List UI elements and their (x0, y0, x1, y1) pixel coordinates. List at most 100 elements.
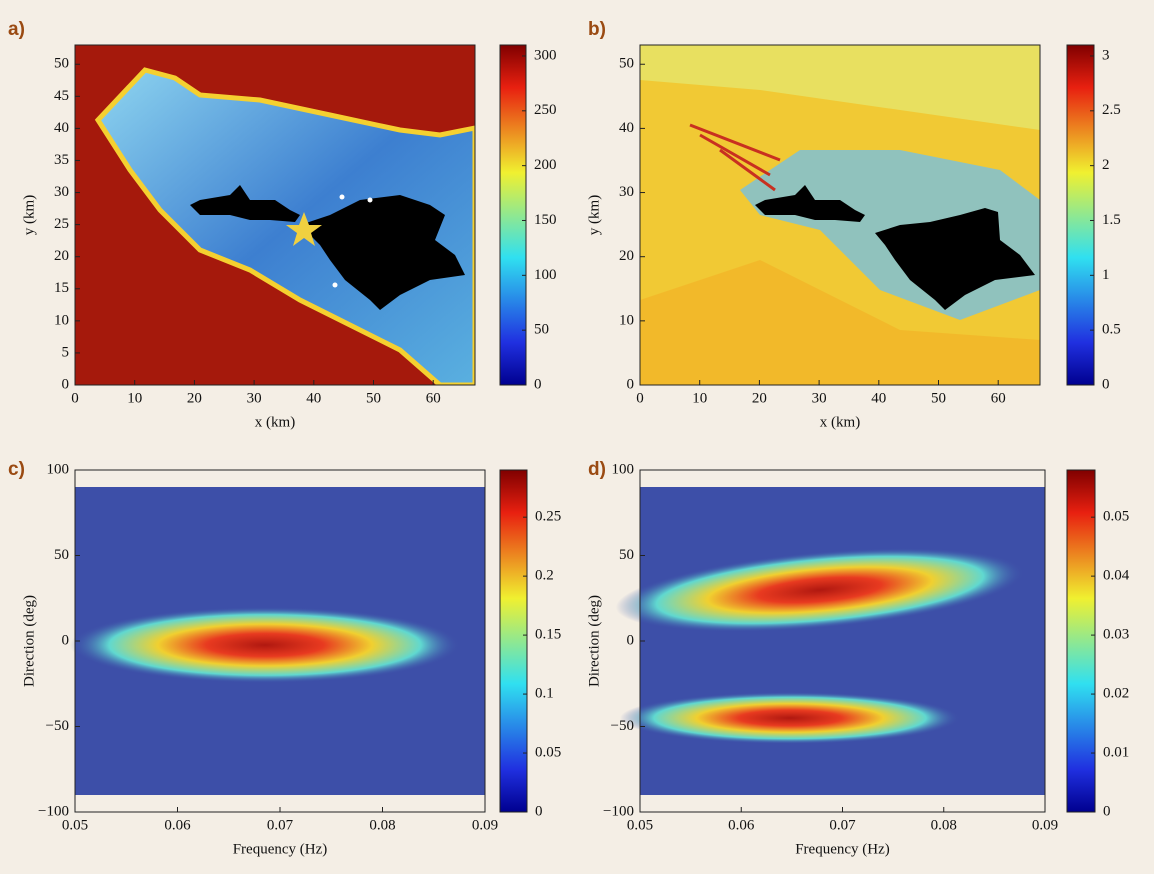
y-tick-label: 100 (47, 461, 70, 477)
x-tick-label: 40 (871, 390, 886, 406)
x-tick-label: 0.06 (164, 817, 191, 833)
colorbar-tick-label: 0.5 (1102, 322, 1121, 338)
colorbar-tick-label: 2.5 (1102, 102, 1121, 118)
x-tick-label: 30 (812, 390, 827, 406)
colorbar-tick-label: 0 (1102, 376, 1110, 392)
colorbar-tick-label: 1.5 (1102, 212, 1121, 228)
x-tick-label: 0.05 (627, 817, 653, 833)
x-tick-label: 0 (636, 390, 644, 406)
colorbar-tick-label: 3 (1102, 47, 1110, 63)
x-tick-label: 10 (692, 390, 707, 406)
colorbar-tick-label: 0.1 (535, 686, 554, 702)
x-tick-label: 50 (366, 390, 381, 406)
y-axis-label: y (km) (21, 195, 37, 235)
colorbar-tick-label: 0 (534, 376, 542, 392)
y-tick-label: 30 (619, 184, 634, 200)
x-tick-label: 30 (247, 390, 262, 406)
x-tick-label: 0.08 (931, 817, 957, 833)
colorbar-tick-label: 0.15 (535, 627, 561, 643)
x-tick-label: 0.09 (472, 817, 498, 833)
y-tick-label: 35 (54, 152, 69, 168)
colorbar-tick-label: 1 (1102, 267, 1110, 283)
y-tick-label: 40 (619, 120, 634, 136)
x-axis-label: x (km) (255, 414, 295, 430)
y-tick-label: −100 (38, 803, 69, 819)
y-tick-label: 15 (54, 280, 69, 296)
colorbar-tick-label: 150 (534, 212, 557, 228)
y-axis-label: Direction (deg) (21, 595, 37, 687)
y-tick-label: −50 (46, 718, 69, 734)
y-tick-label: 30 (54, 184, 69, 200)
colorbar-tick-label: 0.2 (535, 568, 554, 584)
panel-label: a) (8, 19, 25, 40)
x-tick-label: 40 (306, 390, 321, 406)
colorbar-tick-label: 0.01 (1103, 744, 1129, 760)
colorbar (1066, 469, 1096, 813)
colorbar-tick-label: 0.03 (1103, 627, 1129, 643)
x-axis-label: Frequency (Hz) (795, 841, 890, 857)
y-tick-label: 50 (54, 547, 69, 563)
colorbar-tick-label: 100 (534, 267, 557, 283)
colorbar (1066, 44, 1095, 386)
map-d (615, 487, 1045, 795)
y-tick-label: 10 (54, 312, 69, 328)
y-tick-label: 0 (62, 376, 70, 392)
colorbar-tick-label: 0.04 (1103, 568, 1130, 584)
y-tick-label: 45 (54, 88, 69, 104)
x-tick-label: 0.07 (267, 817, 294, 833)
map-c (70, 487, 485, 795)
y-axis-label: Direction (deg) (586, 595, 602, 687)
x-tick-label: 20 (187, 390, 202, 406)
y-tick-label: 50 (619, 56, 634, 72)
x-axis-label: x (km) (820, 414, 860, 430)
colorbar-tick-label: 0 (1103, 803, 1111, 819)
panel-label: b) (588, 19, 606, 40)
x-tick-label: 0.05 (62, 817, 88, 833)
colorbar-tick-label: 50 (534, 322, 549, 338)
y-tick-label: 20 (54, 248, 69, 264)
x-tick-label: 0 (71, 390, 79, 406)
panel-label: c) (8, 459, 25, 480)
colorbar-tick-label: 250 (534, 102, 557, 118)
x-tick-label: 0.08 (369, 817, 395, 833)
x-axis-label: Frequency (Hz) (233, 841, 328, 857)
x-tick-label: 0.07 (829, 817, 856, 833)
y-tick-label: −100 (603, 803, 634, 819)
colorbar-tick-label: 0.02 (1103, 686, 1129, 702)
y-tick-label: 50 (54, 56, 69, 72)
y-tick-label: 0 (627, 632, 635, 648)
map-b (640, 45, 1040, 385)
colorbar-tick-label: 0.05 (1103, 509, 1129, 525)
y-tick-label: 10 (619, 312, 634, 328)
y-tick-label: 25 (54, 216, 69, 232)
colorbar (499, 44, 527, 386)
x-tick-label: 50 (931, 390, 946, 406)
y-tick-label: 20 (619, 248, 634, 264)
x-tick-label: 0.06 (728, 817, 755, 833)
colorbar-tick-label: 0.25 (535, 509, 561, 525)
y-axis-label: y (km) (586, 195, 602, 235)
colorbar-tick-label: 2 (1102, 157, 1110, 173)
x-tick-label: 10 (127, 390, 142, 406)
colorbar-tick-label: 0 (535, 803, 543, 819)
x-tick-label: 0.09 (1032, 817, 1058, 833)
y-tick-label: 5 (62, 344, 70, 360)
y-tick-label: −50 (611, 718, 634, 734)
map-a (75, 45, 475, 385)
x-tick-label: 60 (991, 390, 1006, 406)
colorbar-tick-label: 200 (534, 157, 557, 173)
y-tick-label: 0 (62, 632, 70, 648)
colorbar-tick-label: 300 (534, 47, 557, 63)
y-tick-label: 40 (54, 120, 69, 136)
plot-frame (74, 44, 476, 386)
y-tick-label: 50 (619, 547, 634, 563)
x-tick-label: 60 (426, 390, 441, 406)
colorbar (499, 469, 528, 813)
x-tick-label: 20 (752, 390, 767, 406)
y-tick-label: 0 (627, 376, 635, 392)
panel-label: d) (588, 459, 606, 480)
plot-frame (639, 44, 1041, 386)
colorbar-tick-label: 0.05 (535, 744, 561, 760)
